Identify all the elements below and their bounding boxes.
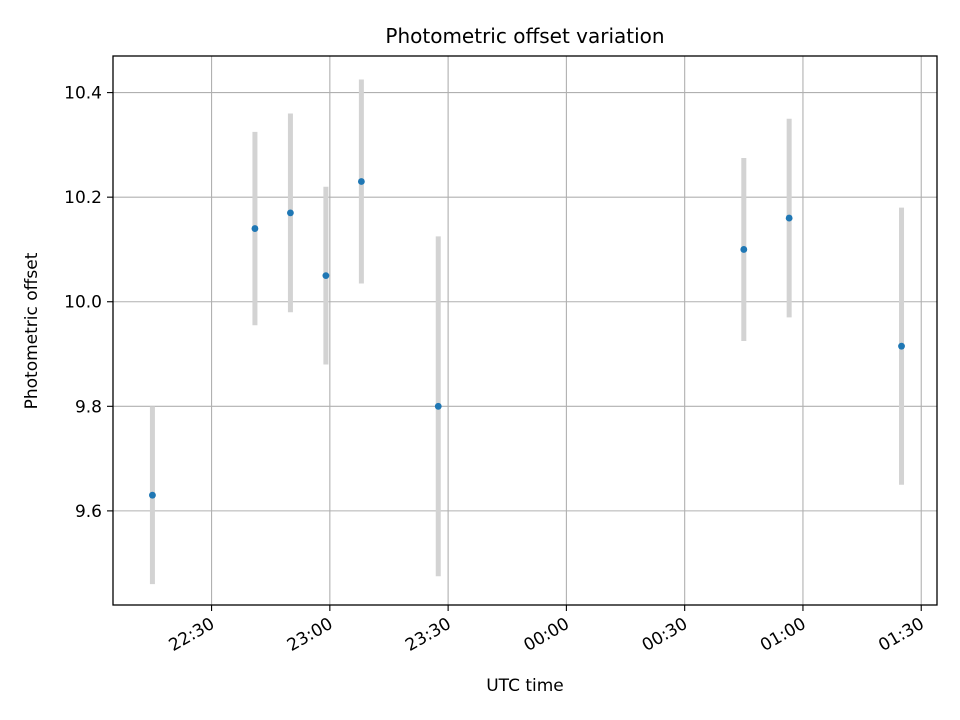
data-point [322, 272, 330, 279]
y-axis-title: Photometric offset [22, 252, 42, 409]
x-axis-title: UTC time [486, 676, 564, 696]
y-tick-label: 9.8 [75, 397, 102, 417]
data-point [357, 178, 365, 185]
data-point [898, 342, 905, 350]
data-point [740, 246, 748, 253]
x-tick-label: 01:30 [875, 614, 927, 656]
data-points [149, 178, 905, 499]
chart-title: Photometric offset variation [385, 24, 664, 48]
x-tick-label: 00:30 [639, 614, 691, 656]
x-tick-label: 22:30 [166, 614, 218, 656]
y-axis-ticks: 9.6 9.8 10.0 10.2 10.4 [64, 84, 113, 522]
plot-area-frame [112, 55, 938, 606]
grid-lines [113, 56, 937, 605]
x-axis-ticks: 22:30 23:00 23:30 00:00 00:30 01:00 01:30 [166, 605, 928, 656]
y-tick-label: 9.6 [75, 502, 102, 522]
data-point [434, 402, 442, 410]
y-tick-label: 10.2 [64, 188, 102, 208]
x-tick-label: 01:00 [757, 614, 809, 656]
data-point [149, 491, 156, 499]
data-point [287, 209, 294, 217]
y-tick-label: 10.0 [64, 293, 102, 313]
error-bars [149, 79, 905, 585]
x-tick-label: 23:30 [402, 614, 454, 656]
data-point [251, 225, 259, 232]
y-tick-label: 10.4 [64, 84, 102, 104]
data-point [785, 214, 793, 222]
x-tick-label: 23:00 [284, 614, 336, 656]
x-tick-label: 00:00 [520, 614, 572, 656]
